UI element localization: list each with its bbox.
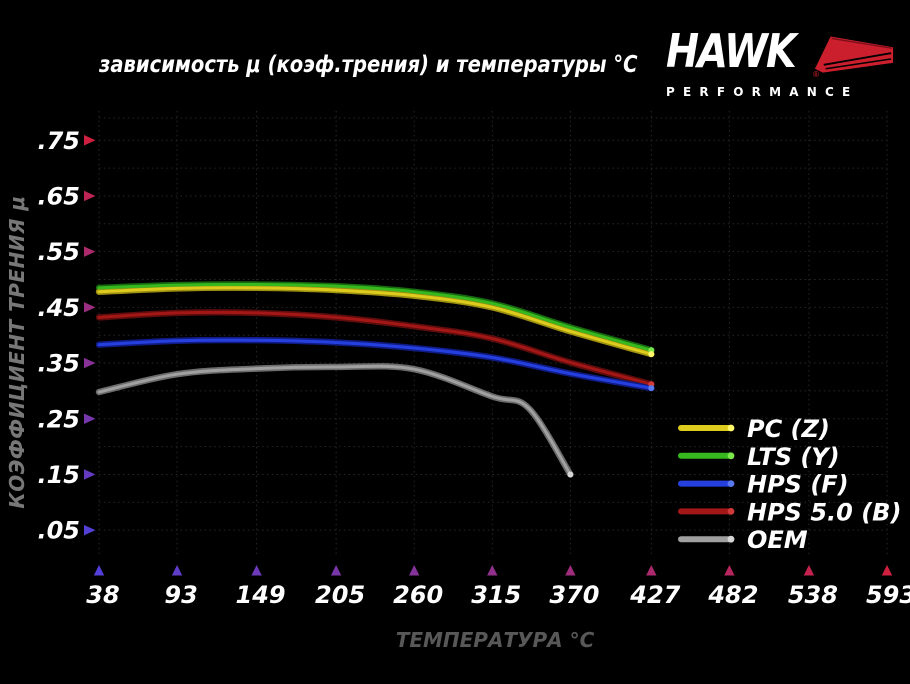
series-end-dot-oem	[567, 471, 574, 478]
x-tick-arrow-icon	[409, 565, 420, 576]
x-tick-arrow-icon	[565, 565, 576, 576]
series-oem	[97, 364, 572, 476]
series-pc-z	[97, 286, 653, 356]
series-hps-5-0-b	[97, 310, 653, 386]
y-tick-arrow-icon	[84, 469, 96, 480]
legend-item-lts-y: LTS (Y)	[678, 443, 840, 471]
x-tick-arrow-icon	[646, 565, 657, 576]
x-tick-arrow-icon	[171, 565, 183, 576]
x-tick-label: 93	[164, 581, 197, 609]
legend-item-pc-z: PC (Z)	[678, 415, 830, 443]
legend-swatch-tip	[727, 508, 735, 515]
x-tick-label: 260	[393, 581, 443, 609]
x-tick-arrow-icon	[330, 565, 342, 576]
y-tick-arrow-icon	[84, 190, 96, 202]
x-tick-label: 315	[471, 581, 521, 609]
x-tick-label: 205	[315, 581, 365, 609]
series-end-dot-pc-z	[648, 351, 655, 358]
chart-title: зависимость μ (коэф.трения) и температур…	[99, 52, 638, 78]
registered-mark: ®	[812, 70, 820, 79]
y-tick-label: .25	[37, 405, 80, 433]
series-hps-f	[97, 338, 653, 390]
y-axis-title: КОЭФФИЦИЕНТ ТРЕНИЯ μ	[5, 195, 29, 508]
y-tick-label: .55	[37, 238, 80, 266]
y-tick-label: .75	[37, 127, 80, 155]
hawk-logo-performance: PERFORMANCE	[666, 85, 859, 99]
hawk-logo-brand: HAWK	[666, 24, 797, 78]
series-edge-oem	[95, 363, 574, 478]
x-axis-title: ТЕМПЕРАТУРА °C	[396, 628, 595, 652]
wing-stripe	[831, 37, 893, 49]
y-tick-label: .15	[37, 461, 80, 489]
legend-item-hps-f: HPS (F)	[678, 471, 849, 499]
y-tick-arrow-icon	[84, 357, 96, 369]
y-tick-label: .05	[37, 517, 80, 545]
legend-item-hps-5-0-b: HPS 5.0 (B)	[678, 498, 901, 526]
x-tick-label: 370	[549, 581, 599, 609]
hawk-logo-row: HAWK ®	[666, 24, 894, 82]
legend-item-oem: OEM	[678, 526, 808, 554]
x-tick-arrow-icon	[93, 565, 105, 576]
y-tick-arrow-icon	[84, 413, 96, 424]
series-end-dot-hps-f	[648, 385, 655, 392]
legend-label: HPS 5.0 (B)	[747, 498, 901, 526]
x-tick-arrow-icon	[251, 565, 262, 576]
x-tick-label: 38	[86, 581, 119, 609]
x-tick-label: 149	[236, 581, 286, 609]
x-tick-label: 538	[788, 581, 838, 609]
x-tick-arrow-icon	[881, 565, 893, 576]
legend-swatch-tip	[727, 535, 735, 543]
legend-label: LTS (Y)	[747, 443, 840, 471]
x-tick-arrow-icon	[803, 565, 815, 576]
x-tick-label: 427	[629, 581, 680, 609]
legend-swatch-tip	[727, 424, 735, 432]
wing-stripe	[823, 52, 892, 66]
y-tick-label: .35	[37, 350, 80, 378]
x-tick-label: 593	[866, 581, 910, 609]
series-lts-y	[97, 282, 653, 352]
legend-label: OEM	[747, 526, 808, 554]
x-tick-arrow-icon	[724, 565, 735, 576]
y-tick-labels: .75 .65 .55 .45 .35 .25 .15 .05	[37, 127, 96, 545]
legend-swatch-tip	[727, 452, 735, 460]
hawk-logo: HAWK ® PERFORMANCE	[666, 24, 894, 99]
y-tick-arrow-icon	[84, 524, 96, 536]
x-tick-labels: 38 93 149 205 260 315 370 427 482 538 593	[86, 565, 910, 609]
y-tick-arrow-icon	[84, 246, 96, 257]
y-tick-arrow-icon	[84, 135, 96, 146]
x-tick-arrow-icon	[487, 565, 498, 576]
legend: PC (Z)LTS (Y)HPS (F)HPS 5.0 (B)OEM	[678, 415, 901, 554]
y-tick-label: .65	[37, 182, 80, 210]
legend-label: PC (Z)	[747, 415, 830, 443]
series-curves	[95, 281, 655, 478]
legend-label: HPS (F)	[747, 471, 849, 499]
y-tick-arrow-icon	[84, 302, 96, 313]
hawk-wing-icon	[814, 36, 894, 73]
wing-stripe	[825, 58, 892, 70]
x-tick-label: 482	[707, 581, 758, 609]
y-tick-label: .45	[37, 294, 80, 322]
legend-swatch-tip	[727, 480, 735, 487]
